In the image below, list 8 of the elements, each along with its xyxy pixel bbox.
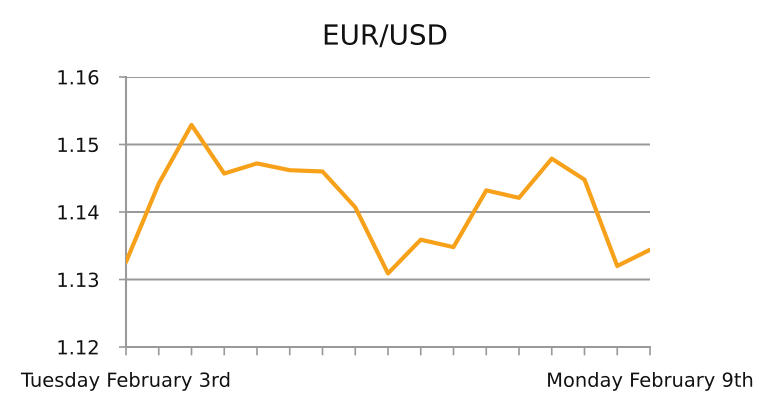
y-tick-label: 1.13 [58, 272, 98, 288]
y-tick-label: 1.15 [58, 138, 98, 152]
y-tick-label: 1.12 [58, 340, 98, 354]
y-tick-label: 1.16 [58, 70, 98, 85]
x-tick-label: Monday February 9th [548, 372, 752, 391]
chart-title: EUR/USD [324, 24, 446, 48]
y-tick-label: 1.14 [58, 205, 99, 220]
x-tick-label: Tuesday February 3rd [20, 372, 230, 391]
